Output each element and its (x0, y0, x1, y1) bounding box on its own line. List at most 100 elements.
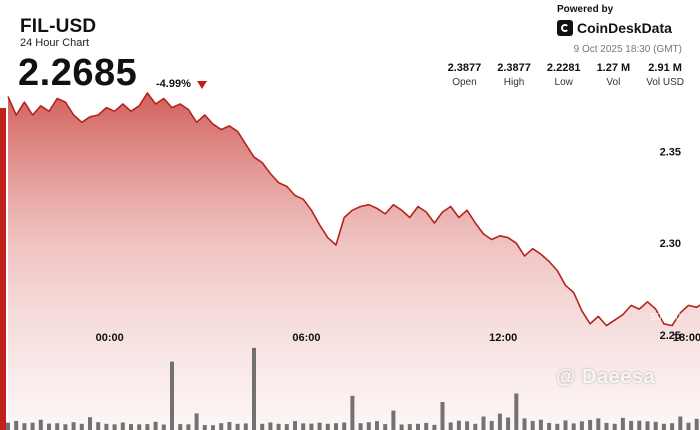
watermark: @ Daeesa (556, 366, 656, 388)
accent-bar (0, 108, 6, 430)
volume-bar (112, 424, 117, 430)
volume-tick-label: 50,000 (650, 312, 681, 323)
volume-bar (137, 424, 142, 430)
volume-bar (79, 423, 84, 430)
stat-vol-usd: 2.91 M Vol USD (646, 62, 684, 88)
volume-bar (391, 410, 396, 430)
volume-bar (55, 423, 60, 430)
stats-row: 2.3877 Open 2.3877 High 2.2281 Low 1.27 … (432, 62, 684, 88)
volume-bar (547, 422, 552, 430)
volume-bar (440, 402, 445, 430)
coindesk-logo-icon (557, 20, 573, 36)
down-arrow-icon (197, 81, 207, 89)
stat-label: Open (452, 77, 477, 88)
volume-bar (563, 420, 568, 430)
stat-value: 2.3877 (447, 62, 482, 74)
volume-bar (293, 421, 297, 430)
volume-bar (596, 418, 601, 430)
volume-bar (14, 420, 19, 430)
volume-bar (350, 395, 355, 430)
volume-bar (129, 424, 133, 430)
volume-bar (383, 424, 388, 430)
price-line (7, 92, 700, 327)
stat-label: High (503, 77, 525, 88)
x-tick-label: 00:00 (96, 332, 124, 344)
current-price: 2.2685 (18, 52, 138, 94)
volume-bar (375, 421, 379, 430)
volume-bar (432, 424, 437, 430)
stat-value: 2.91 M (648, 62, 682, 74)
volume-bar (202, 425, 207, 430)
brand-name: CoinDeskData (577, 20, 672, 36)
volume-bar (514, 393, 519, 430)
volume-bar (96, 422, 101, 430)
y-tick-label: 2.30 (660, 238, 681, 250)
volume-bar (186, 424, 191, 430)
brand-logo[interactable]: CoinDeskData (557, 20, 672, 36)
volume-bar (88, 417, 92, 430)
volume-bar (424, 422, 429, 430)
volume-bar (629, 420, 634, 430)
volume-bar (22, 423, 27, 430)
volume-bar (309, 423, 314, 430)
stat-value: 1.27 M (596, 62, 631, 74)
stat-open: 2.3877 Open (448, 62, 482, 88)
volume-bar (194, 413, 199, 430)
volume-bar (71, 422, 76, 430)
volume-bar (284, 424, 289, 430)
volume-bar (416, 423, 420, 430)
volume-bar (506, 417, 511, 430)
volume-bar (571, 423, 576, 430)
volume-bar (63, 424, 68, 430)
volume-bar (276, 423, 281, 430)
x-tick-label: 12:00 (489, 332, 517, 344)
stat-vol: 1.27 M Vol (597, 62, 631, 88)
volume-bar (243, 423, 248, 430)
volume-bar (211, 425, 215, 430)
chart-timestamp: 9 Oct 2025 18:30 (GMT) (573, 44, 682, 55)
stat-value: 2.2281 (546, 62, 581, 74)
pair-symbol: FIL-USD (20, 16, 97, 37)
volume-bar (637, 420, 642, 430)
volume-bar (686, 422, 691, 430)
volume-bar (120, 422, 125, 430)
volume-bar (456, 420, 461, 430)
stat-low: 2.2281 Low (547, 62, 581, 88)
volume-bar (104, 423, 109, 430)
volume-bar (465, 421, 470, 430)
volume-bar (342, 422, 347, 430)
volume-bar (579, 421, 584, 430)
volume-bar (538, 419, 543, 430)
volume-bar (38, 419, 43, 430)
volume-bar (358, 423, 363, 430)
volume-bar (473, 423, 478, 430)
volume-bar (407, 424, 412, 430)
volume-bar (178, 424, 183, 430)
stat-label: Low (554, 77, 573, 88)
y-tick-label: 2.35 (660, 147, 681, 159)
chart-subtitle: 24 Hour Chart (20, 37, 90, 49)
volume-bar (612, 423, 617, 430)
volume-bar (399, 424, 404, 430)
volume-bar (227, 422, 232, 430)
volume-bar (448, 422, 453, 430)
stat-value: 2.3877 (497, 62, 531, 74)
volume-bar (620, 417, 625, 430)
volume-bar (235, 423, 240, 430)
volume-bar (694, 418, 699, 430)
volume-bar (252, 347, 256, 430)
volume-bar (301, 423, 306, 430)
volume-bar (645, 421, 650, 430)
volume-bar (170, 361, 174, 430)
volume-bar (325, 423, 330, 430)
volume-bar (522, 418, 527, 430)
volume-bar (260, 423, 265, 430)
volume-bar (153, 421, 158, 430)
powered-by-label: Powered by (557, 4, 614, 15)
volume-bar (366, 422, 371, 430)
volume-bar (653, 421, 658, 430)
x-tick-label: 06:00 (292, 332, 320, 344)
price-change: -4.99% (156, 78, 191, 90)
volume-bar (588, 420, 593, 430)
volume-bar (661, 423, 666, 430)
